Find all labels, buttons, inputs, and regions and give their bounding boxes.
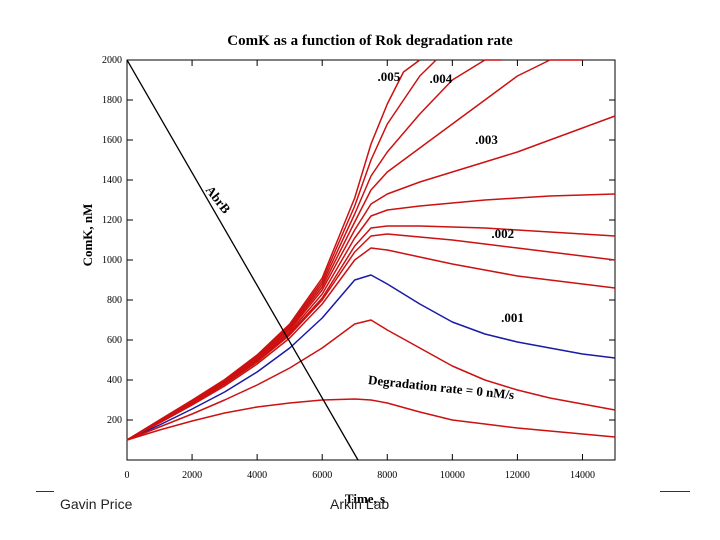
y-tick-label: 800	[107, 295, 122, 306]
chart-annotation: .001	[501, 310, 524, 325]
x-tick-label: 14000	[570, 470, 595, 481]
x-tick-label: 8000	[377, 470, 397, 481]
y-tick-label: 1400	[102, 175, 122, 186]
y-tick-label: 400	[107, 375, 122, 386]
footer-author: Gavin Price	[60, 496, 133, 512]
chart-annotation: .003	[475, 132, 498, 147]
series-line-red-11	[126, 59, 421, 441]
y-tick-label: 1600	[102, 135, 122, 146]
series-line-red-2	[126, 319, 616, 441]
x-axis-label: Time, s	[345, 491, 385, 506]
x-tick-label: 10000	[440, 470, 465, 481]
x-tick-label: 4000	[247, 470, 267, 481]
chart-annotation: .005	[378, 69, 401, 84]
chart-annotation: .004	[430, 71, 453, 86]
y-tick-label: 600	[107, 335, 122, 346]
footer-rule-right	[660, 491, 690, 492]
series-line-blue-0	[126, 274, 616, 441]
y-tick-label: 1800	[102, 95, 122, 106]
x-tick-label: 6000	[312, 470, 332, 481]
series-line-red-5	[126, 225, 616, 441]
footer-rule-left	[36, 491, 54, 492]
y-tick-label: 1000	[102, 255, 122, 266]
y-tick-label: 200	[107, 415, 122, 426]
chart-annotation: .002	[491, 226, 514, 241]
chart-annotation: Degradation rate = 0 nM/s	[367, 372, 515, 402]
x-tick-label: 2000	[182, 470, 202, 481]
series-line-red-7	[126, 115, 616, 441]
axis-ticks: 0 2000 4000 6000 8000 10000 12000 14000 200 400 60…	[102, 55, 615, 481]
y-tick-label: 2000	[102, 55, 122, 66]
series-line-red-4	[126, 233, 616, 441]
footer-lab: Arkin Lab	[330, 496, 390, 512]
series-line-red-3	[126, 247, 616, 441]
x-tick-label: 0	[125, 470, 130, 481]
chart-title: ComK as a function of Rok degradation ra…	[227, 33, 513, 49]
y-axis-label: ComK, nM	[80, 204, 95, 267]
y-tick-label: 1200	[102, 215, 122, 226]
series-line-black-12	[126, 59, 359, 461]
x-tick-label: 12000	[505, 470, 530, 481]
series-line-red-8	[126, 59, 583, 441]
series-line-red-1	[126, 398, 616, 441]
series-layer	[126, 59, 616, 461]
